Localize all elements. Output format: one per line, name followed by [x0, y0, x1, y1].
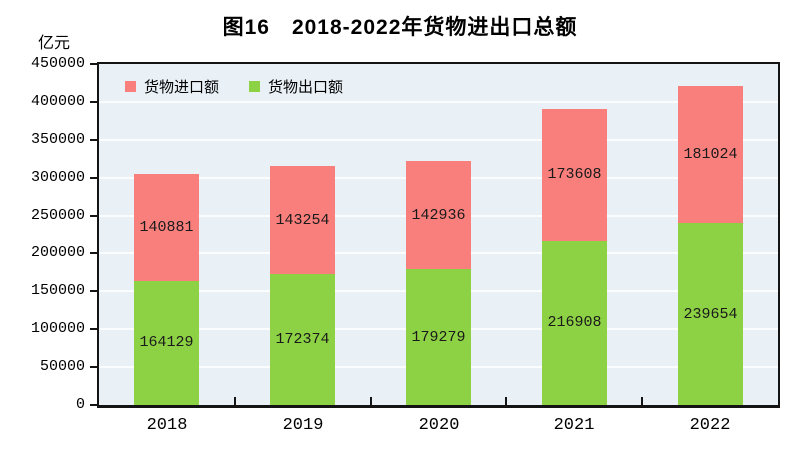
x-tick-mark	[505, 397, 507, 405]
import-segment: 140881	[134, 173, 199, 281]
export-segment: 172374	[270, 274, 335, 405]
y-tick-mark	[90, 252, 97, 255]
y-tick-label: 400000	[30, 92, 85, 110]
segment-value-label: 216908	[547, 314, 602, 332]
y-tick-mark	[90, 404, 97, 406]
y-tick-mark	[90, 328, 97, 331]
x-tick-mark	[234, 397, 236, 405]
export-segment: 216908	[542, 240, 607, 405]
y-tick-label: 450000	[30, 55, 85, 72]
segment-value-label: 142936	[411, 206, 466, 224]
export-segment: 164129	[134, 280, 199, 405]
gridline	[99, 138, 778, 141]
import-segment: 173608	[542, 109, 607, 241]
x-tick-mark	[641, 397, 643, 405]
x-axis-label: 2020	[418, 416, 460, 435]
x-axis-label: 2022	[689, 416, 731, 435]
y-tick-label: 50000	[39, 358, 85, 376]
y-tick-mark	[90, 138, 97, 141]
legend-label: 货物出口额	[268, 79, 344, 96]
legend-item: 货物进口额	[125, 76, 219, 97]
segment-value-label: 140881	[139, 218, 194, 236]
y-tick-mark	[90, 176, 97, 179]
import-segment: 142936	[406, 160, 471, 270]
y-tick-mark	[90, 63, 97, 65]
legend-swatch	[249, 81, 261, 92]
plot-area: 164129 140881 172374 143254 179279 142936 2169…	[97, 62, 780, 408]
segment-value-label: 143254	[275, 211, 330, 229]
bar-group: 164129 140881	[134, 173, 199, 405]
legend-label: 货物进口额	[144, 79, 220, 96]
chart-title: 图16 2018-2022年货物进出口总额	[222, 16, 578, 39]
import-segment: 181024	[678, 86, 743, 224]
y-tick-label: 250000	[30, 206, 85, 224]
export-segment: 239654	[678, 223, 743, 405]
y-tick-label: 100000	[30, 320, 85, 338]
legend-swatch	[125, 81, 136, 92]
x-axis-label: 2018	[146, 416, 188, 435]
bar-group: 172374 143254	[270, 165, 335, 405]
y-tick-mark	[90, 290, 97, 293]
import-segment: 143254	[270, 165, 335, 275]
segment-value-label: 173608	[547, 166, 602, 184]
legend-item: 货物出口额	[249, 76, 343, 97]
x-tick-mark	[370, 397, 372, 405]
y-axis-unit-label: 亿元	[38, 35, 71, 52]
y-tick-mark	[90, 366, 97, 369]
segment-value-label: 172374	[275, 331, 330, 349]
segment-value-label: 239654	[683, 305, 738, 323]
y-tick-label: 0	[75, 396, 85, 413]
export-segment: 179279	[406, 269, 471, 405]
bar-group: 239654 181024	[678, 86, 743, 405]
segment-value-label: 181024	[683, 146, 738, 164]
bar-group: 216908 173608	[542, 109, 607, 405]
x-axis-label: 2019	[282, 416, 324, 435]
y-tick-label: 150000	[30, 282, 85, 300]
y-tick-label: 200000	[30, 244, 85, 262]
y-tick-mark	[90, 214, 97, 217]
plot-inner: 164129 140881 172374 143254 179279 142936 2169…	[99, 64, 778, 405]
y-tick-mark	[90, 100, 97, 103]
y-tick-label: 300000	[30, 168, 85, 186]
y-tick-label: 350000	[30, 130, 85, 148]
bar-group: 179279 142936	[406, 160, 471, 405]
legend: 货物进口额 货物出口额	[125, 76, 343, 97]
segment-value-label: 179279	[411, 328, 466, 346]
x-axis-label: 2021	[553, 416, 595, 435]
segment-value-label: 164129	[139, 334, 194, 352]
gridline	[99, 100, 778, 103]
